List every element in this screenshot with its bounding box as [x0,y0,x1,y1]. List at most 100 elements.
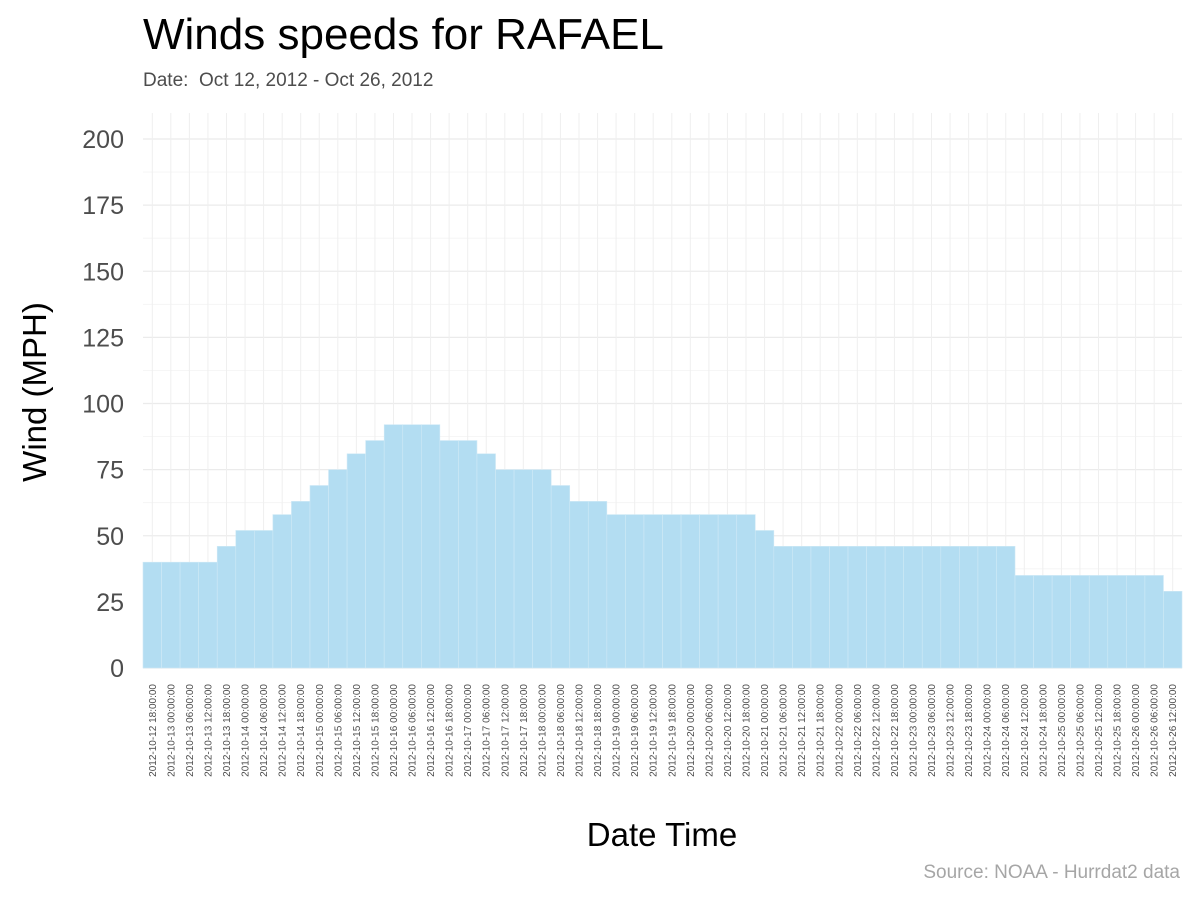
x-tick-label: 2012-10-17 00:00:00 [463,684,474,777]
x-tick-label: 2012-10-21 06:00:00 [779,684,790,777]
x-tick-label: 2012-10-23 00:00:00 [908,684,919,777]
y-tick-label: 200 [82,126,124,154]
bar [142,561,162,669]
bar [1014,575,1034,669]
x-tick-label: 2012-10-19 06:00:00 [630,684,641,777]
bar [680,514,700,669]
bar [866,546,886,669]
bar [810,546,830,669]
bar [699,514,719,669]
bar [754,530,775,669]
x-axis-ticks: 2012-10-12 18:00:00 2012-10-13 00:00:00 20… [148,684,1179,777]
x-tick-label: 2012-10-21 00:00:00 [760,684,771,777]
bar [1070,575,1090,669]
x-tick-label: 2012-10-23 06:00:00 [927,684,938,777]
x-tick-label: 2012-10-19 12:00:00 [649,684,660,777]
bar [1126,575,1146,669]
bar [421,424,441,669]
x-tick-label: 2012-10-22 06:00:00 [853,684,864,777]
x-tick-label: 2012-10-13 12:00:00 [203,684,214,777]
x-tick-label: 2012-10-15 06:00:00 [333,684,344,777]
bar [587,501,608,669]
y-tick-label: 0 [110,655,124,683]
x-tick-label: 2012-10-19 18:00:00 [667,684,678,777]
x-tick-label: 2012-10-25 18:00:00 [1113,684,1124,777]
x-tick-label: 2012-10-16 00:00:00 [389,684,400,777]
bar [476,453,496,669]
bar [495,469,515,669]
bar [959,546,979,669]
x-tick-label: 2012-10-16 18:00:00 [445,684,456,777]
x-tick-label: 2012-10-18 00:00:00 [537,684,548,777]
x-tick-label: 2012-10-24 00:00:00 [983,684,994,777]
bar [903,546,923,669]
bar [328,469,348,669]
bar [1033,575,1053,669]
x-tick-label: 2012-10-24 18:00:00 [1038,684,1049,777]
bar [383,424,404,669]
bar [569,501,589,669]
chart-title: Winds speeds for RAFAEL [143,10,664,59]
bar [235,530,255,669]
y-tick-label: 150 [82,258,124,286]
x-tick-label: 2012-10-14 00:00:00 [241,684,252,777]
x-tick-label: 2012-10-24 12:00:00 [1020,684,1031,777]
x-tick-label: 2012-10-24 06:00:00 [1001,684,1012,777]
bar [216,546,237,669]
x-tick-label: 2012-10-17 06:00:00 [482,684,493,777]
x-axis-label: Date Time [587,816,737,853]
x-tick-label: 2012-10-25 12:00:00 [1094,684,1105,777]
x-tick-label: 2012-10-21 12:00:00 [797,684,808,777]
bar [198,561,218,669]
bar [717,514,738,669]
bar [458,440,478,669]
x-tick-label: 2012-10-20 18:00:00 [741,684,752,777]
x-tick-label: 2012-10-19 00:00:00 [612,684,623,777]
bar [550,485,571,669]
bar [829,546,849,669]
x-tick-label: 2012-10-16 12:00:00 [426,684,437,777]
bar [1051,575,1071,669]
x-tick-label: 2012-10-12 18:00:00 [148,684,159,777]
x-tick-label: 2012-10-20 06:00:00 [704,684,715,777]
x-tick-label: 2012-10-15 00:00:00 [315,684,326,777]
x-tick-label: 2012-10-13 18:00:00 [222,684,233,777]
x-tick-label: 2012-10-14 06:00:00 [259,684,270,777]
x-tick-label: 2012-10-18 18:00:00 [593,684,604,777]
x-tick-label: 2012-10-13 06:00:00 [185,684,196,777]
bar [513,469,533,669]
bar [921,546,942,669]
bar [977,546,997,669]
x-tick-label: 2012-10-14 12:00:00 [278,684,289,777]
x-tick-label: 2012-10-13 00:00:00 [166,684,177,777]
bar [773,546,793,669]
bar [1088,575,1109,669]
x-tick-label: 2012-10-17 12:00:00 [500,684,511,777]
y-tick-label: 175 [82,192,124,220]
bar [1144,575,1164,669]
x-tick-label: 2012-10-15 18:00:00 [370,684,381,777]
bar [847,546,867,669]
x-tick-label: 2012-10-16 06:00:00 [408,684,419,777]
y-tick-label: 75 [96,457,124,485]
bar [272,514,292,669]
bar [346,453,366,669]
y-tick-label: 100 [82,391,124,419]
chart-caption: Source: NOAA - Hurrdat2 data [923,862,1180,883]
bar [940,546,960,669]
bar [254,530,274,669]
bar [643,514,663,669]
x-tick-label: 2012-10-26 00:00:00 [1131,684,1142,777]
bar [1107,575,1127,669]
bar [365,440,385,669]
bar [662,514,682,669]
x-tick-label: 2012-10-23 18:00:00 [964,684,975,777]
x-tick-label: 2012-10-26 06:00:00 [1150,684,1161,777]
bars [142,424,1183,669]
bar [161,561,181,669]
x-tick-label: 2012-10-26 12:00:00 [1168,684,1179,777]
bar [884,546,904,669]
x-tick-label: 2012-10-25 00:00:00 [1057,684,1068,777]
x-tick-label: 2012-10-14 18:00:00 [296,684,307,777]
